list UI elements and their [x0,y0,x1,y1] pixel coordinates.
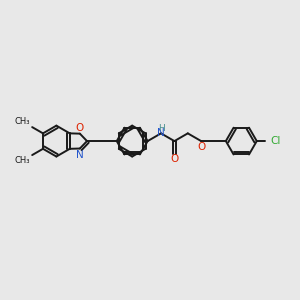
Text: CH₃: CH₃ [14,156,30,165]
Text: CH₃: CH₃ [14,117,30,126]
Text: Cl: Cl [270,136,281,146]
Text: N: N [157,128,165,138]
Text: H: H [158,124,164,133]
Text: O: O [170,154,178,164]
Text: N: N [76,150,84,160]
Text: O: O [76,123,84,133]
Text: O: O [197,142,205,152]
